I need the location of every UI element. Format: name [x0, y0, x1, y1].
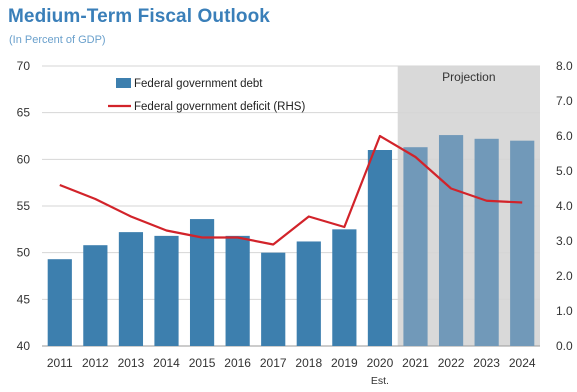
- y2-axis-tick-label: 8.0: [556, 59, 573, 73]
- debt-bar: [189, 219, 215, 346]
- y-axis-tick-label: 40: [17, 339, 31, 353]
- x-axis-tick-label: 2020: [367, 356, 394, 370]
- legend-label-debt: Federal government debt: [134, 78, 263, 90]
- debt-bar: [438, 135, 464, 346]
- y-axis-tick-label: 70: [17, 59, 31, 73]
- debt-bar: [332, 229, 357, 346]
- y2-axis-tick-label: 6.0: [556, 129, 573, 143]
- y2-axis-tick-label: 4.0: [556, 199, 573, 213]
- y-axis-tick-label: 55: [17, 199, 31, 213]
- debt-bar: [47, 259, 72, 346]
- y2-axis-tick-label: 2.0: [556, 269, 573, 283]
- x-axis-tick-label: 2017: [260, 356, 287, 370]
- debt-bar: [154, 235, 179, 346]
- x-axis-tick-label: 2012: [82, 356, 109, 370]
- x-axis-tick-label: 2014: [153, 356, 180, 370]
- legend-label-deficit: Federal government deficit (RHS): [134, 101, 305, 113]
- y2-axis-tick-label: 3.0: [556, 234, 573, 248]
- y2-axis-tick-label: 7.0: [556, 94, 573, 108]
- y-axis-tick-label: 45: [17, 292, 31, 306]
- x-axis-tick-label: 2019: [331, 356, 358, 370]
- debt-bar: [83, 245, 108, 346]
- x-axis-tick-label: 2023: [473, 356, 500, 370]
- debt-bar: [510, 140, 535, 346]
- x-axis-tick-label: 2016: [224, 356, 251, 370]
- chart-subtitle: (In Percent of GDP): [9, 34, 106, 46]
- chart-title: Medium-Term Fiscal Outlook: [8, 6, 270, 27]
- x-axis-tick-label: 2024: [509, 356, 536, 370]
- x-axis-tick-label: 2018: [295, 356, 322, 370]
- debt-bar: [118, 232, 144, 346]
- y2-axis-tick-label: 1.0: [556, 304, 573, 318]
- y2-axis-tick-label: 0.0: [556, 339, 573, 353]
- x-axis-tick-label: 2021: [402, 356, 429, 370]
- x-axis-tick-sublabel: Est.: [371, 375, 389, 387]
- y-axis-tick-label: 50: [17, 246, 31, 260]
- x-axis-tick-label: 2013: [118, 356, 145, 370]
- x-axis-tick-label: 2011: [47, 356, 73, 370]
- debt-bar: [225, 235, 250, 346]
- debt-bar: [261, 252, 286, 346]
- y2-axis-tick-label: 5.0: [556, 164, 573, 178]
- projection-label: Projection: [442, 70, 495, 84]
- debt-bar: [474, 138, 499, 346]
- deficit-line: [59, 134, 523, 246]
- debt-bar: [367, 150, 393, 346]
- debt-bar: [403, 147, 428, 346]
- y-axis-tick-label: 65: [17, 106, 31, 120]
- x-axis-tick-label: 2015: [189, 356, 216, 370]
- y-axis-tick-label: 60: [17, 152, 31, 166]
- debt-bar: [296, 241, 321, 346]
- x-axis-tick-label: 2022: [438, 356, 465, 370]
- legend-swatch-debt: [116, 78, 131, 88]
